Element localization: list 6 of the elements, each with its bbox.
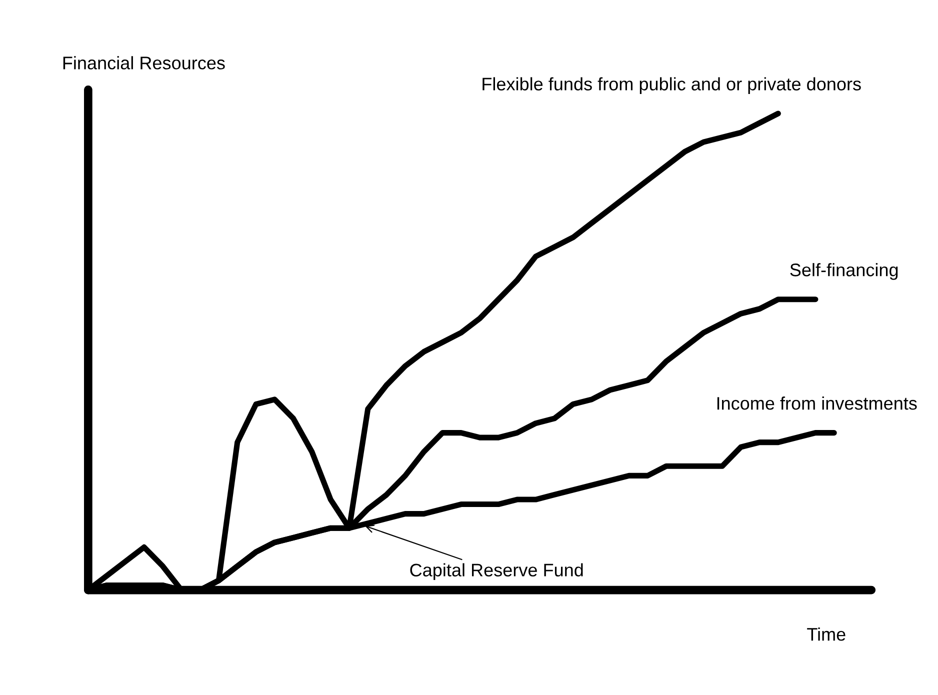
text: Flexible funds from public and or private donors	[482, 77, 861, 94]
series-label: Self-financing	[790, 263, 898, 280]
annotation: Capital Reserve Fund	[410, 563, 583, 580]
y-axis-title: Financial Resources	[63, 56, 225, 70]
x-axis-title: Time	[807, 628, 846, 641]
series-label: Income from investments	[717, 396, 917, 410]
